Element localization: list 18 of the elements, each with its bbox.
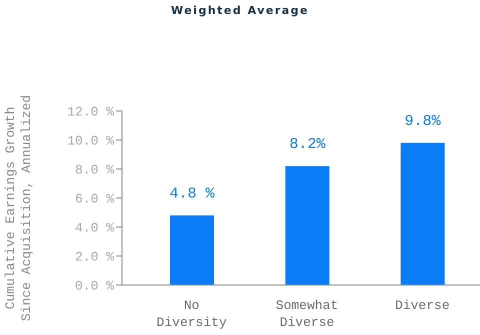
y-tick-label: 4.0 % — [74, 220, 114, 236]
bar — [170, 215, 214, 285]
y-tick-label: 10.0 % — [67, 134, 114, 149]
y-tick-label: 12.0 % — [67, 104, 114, 120]
y-tick-label: 0.0 % — [74, 278, 114, 294]
bar — [285, 166, 330, 285]
x-tick-label: No Diversity — [156, 298, 227, 330]
x-tick-label: Diverse — [395, 298, 450, 313]
data-label: 9.8% — [404, 112, 442, 130]
x-tick-label: Somewhat Diverse — [276, 298, 338, 330]
y-tick-label: 2.0 % — [74, 250, 114, 265]
y-axis-title: Cumulative Earnings Growth Since Acquisition, Annualized — [3, 94, 34, 322]
chart-title: Weighted Average — [170, 4, 310, 17]
data-label: 4.8 % — [169, 185, 216, 202]
bar — [400, 142, 445, 285]
y-tick-label: 6.0 % — [74, 192, 114, 207]
data-label: 8.2% — [289, 136, 326, 154]
y-tick-label: 8.0 % — [74, 162, 114, 178]
